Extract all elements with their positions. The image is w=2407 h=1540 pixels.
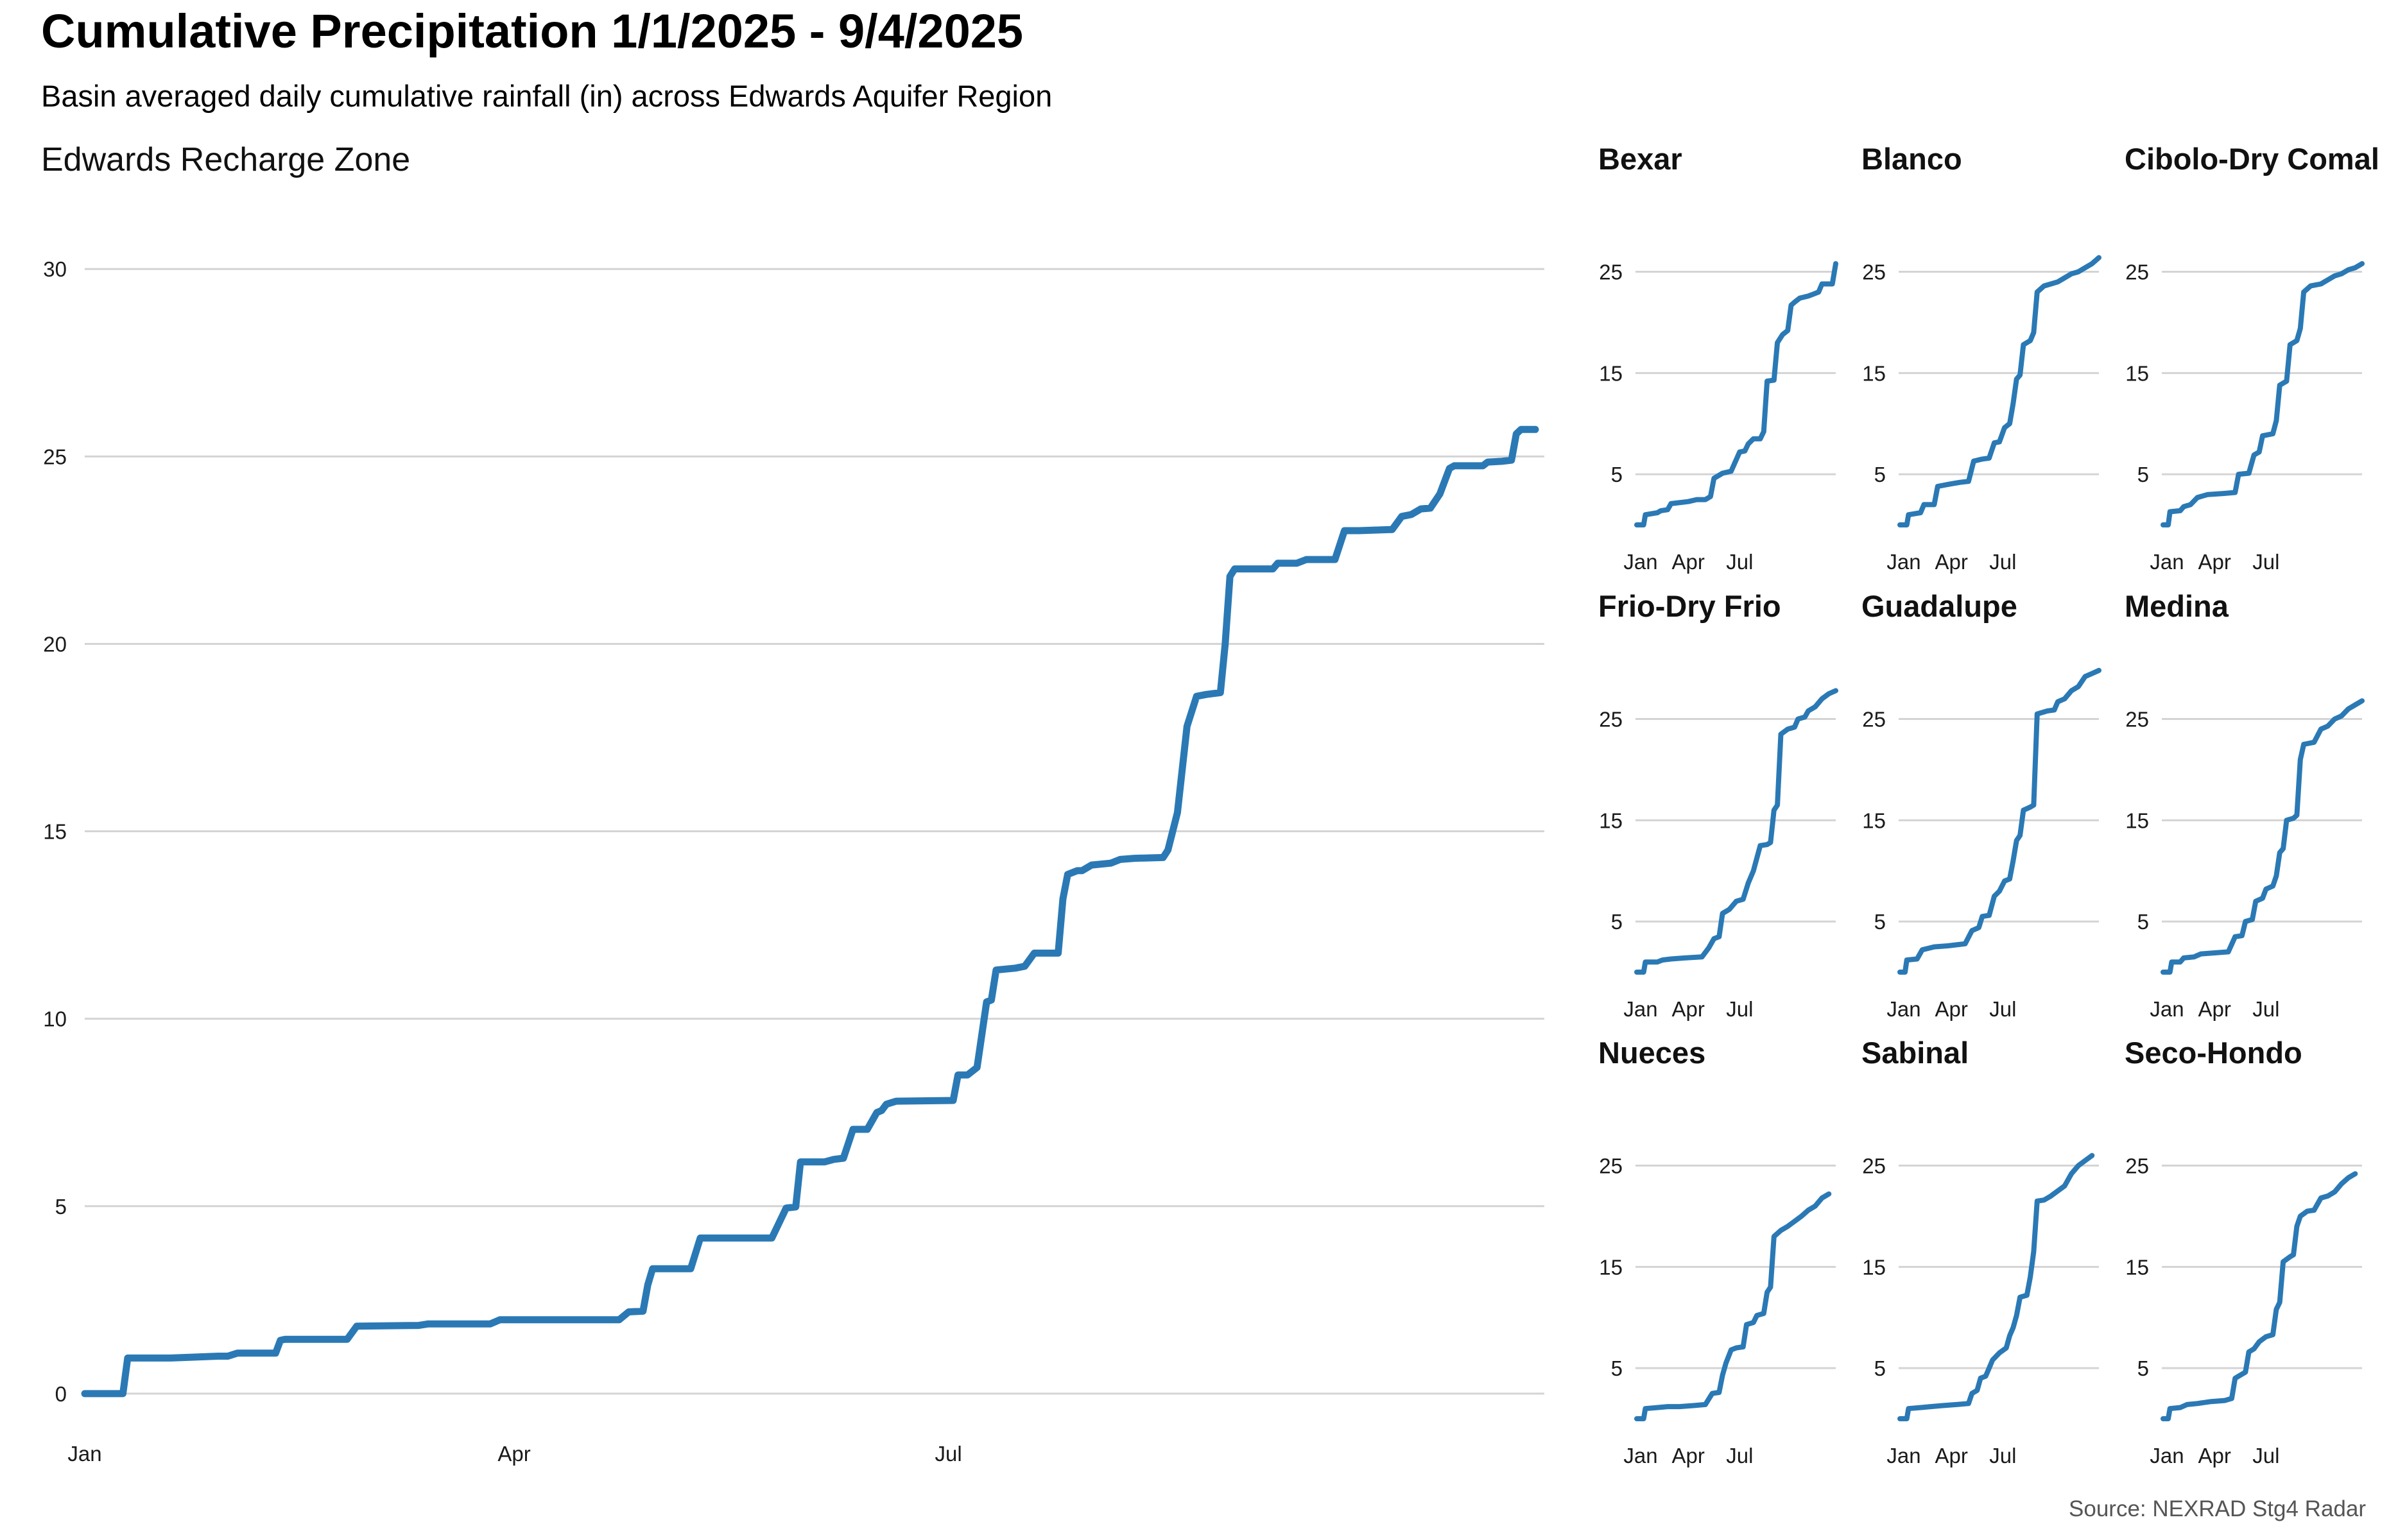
y-tick-label: 30 [43,257,67,281]
y-tick-label: 15 [2125,361,2149,385]
panel-title: Guadalupe [1861,589,2017,623]
x-tick-label: Jan [2150,997,2184,1021]
x-tick-label: Apr [2198,997,2230,1021]
panel-title: Nueces [1598,1036,1705,1070]
x-tick-label: Apr [1671,550,1704,574]
y-tick-label: 25 [1599,261,1623,284]
y-tick-label: 25 [2125,261,2149,284]
y-tick-label: 25 [1862,708,1886,732]
series-line [1634,261,1838,527]
y-tick-label: 10 [43,1007,67,1031]
x-tick-label: Jul [1989,1444,2016,1467]
y-tick-label: 25 [2125,1154,2149,1178]
x-tick-label: Jul [2252,1444,2279,1467]
y-tick-label: 0 [55,1382,67,1406]
x-tick-label: Jul [935,1442,962,1466]
panel-title: Medina [2125,589,2229,623]
x-tick-label: Jul [1989,997,2016,1021]
x-tick-label: Jul [1726,1444,1753,1467]
panel-medina: Medina 5 15 25 Jan Apr Jul [2125,589,2365,1021]
panel-title: Bexar [1598,142,1682,176]
y-tick-label: 25 [1862,261,1886,284]
panel-sabinal: Sabinal 5 15 25 Jan Apr Jul [1861,1036,2099,1467]
x-tick-label: Jan [1623,997,1657,1021]
x-tick-label: Apr [497,1442,530,1466]
y-tick-label: 15 [1862,1255,1886,1279]
x-tick-label: Jul [1989,550,2016,574]
x-tick-label: Jul [1726,550,1753,574]
series-line [2161,1171,2358,1421]
y-tick-label: 25 [43,445,67,468]
y-tick-label: 20 [43,632,67,656]
y-tick-label: 25 [1862,1154,1886,1178]
panel-seco-hondo: Seco-Hondo 5 15 25 Jan Apr Jul [2125,1036,2362,1467]
y-tick-label: 15 [1599,809,1623,832]
y-tick-label: 15 [1599,361,1623,385]
y-tick-label: 5 [2137,1356,2149,1380]
x-tick-label: Jan [1886,1444,1920,1467]
main-panel: Edwards Recharge Zone 0 5 10 15 20 25 30 Jan Apr J… [41,141,1544,1466]
series-line [1634,688,1838,975]
panel-title: Sabinal [1861,1036,1969,1070]
x-tick-label: Jan [1623,1444,1657,1467]
y-tick-label: 25 [2125,708,2149,732]
y-tick-label: 15 [1599,1255,1623,1279]
y-tick-label: 15 [2125,809,2149,832]
x-tick-label: Apr [2198,1444,2230,1467]
panel-blanco: Blanco 5 15 25 Jan Apr Jul [1861,142,2101,574]
y-tick-label: 5 [55,1195,67,1219]
panel-title: Seco-Hondo [2125,1036,2302,1070]
series-line [1897,255,2101,527]
panel-frio-dry-frio: Frio-Dry Frio 5 15 25 Jan Apr Jul [1598,589,1838,1021]
y-tick-label: 15 [2125,1255,2149,1279]
y-tick-label: 5 [1611,463,1623,486]
x-tick-label: Apr [1671,997,1704,1021]
y-tick-label: 25 [1599,1154,1623,1178]
panel-bexar: Bexar 5 15 25 Jan Apr Jul [1598,142,1838,574]
y-tick-label: 25 [1599,708,1623,732]
y-tick-label: 15 [43,820,67,844]
source-caption: Source: NEXRAD Stg4 Radar [2069,1496,2366,1521]
chart-title: Cumulative Precipitation 1/1/2025 - 9/4/… [41,4,1024,58]
series-line [2161,698,2365,975]
x-tick-label: Jan [1623,550,1657,574]
panel-title: Frio-Dry Frio [1598,589,1781,623]
x-tick-label: Jan [2150,1444,2184,1467]
series-line [2161,261,2365,527]
panel-cibolo-dry-comal: Cibolo-Dry Comal 5 15 25 Jan Apr Jul [2125,142,2379,574]
y-tick-label: 5 [1611,1356,1623,1380]
panel-title: Blanco [1861,142,1962,176]
x-tick-label: Jul [1726,997,1753,1021]
panel-title: Cibolo-Dry Comal [2125,142,2379,176]
series-line [1897,667,2101,975]
series-line [1897,1152,2095,1421]
x-tick-label: Jan [1886,997,1920,1021]
y-tick-label: 5 [1874,910,1886,934]
x-tick-label: Jul [2252,550,2279,574]
y-tick-label: 5 [2137,463,2149,486]
x-tick-label: Jan [2150,550,2184,574]
x-tick-label: Jul [2252,997,2279,1021]
panel-nueces: Nueces 5 15 25 Jan Apr Jul [1598,1036,1836,1467]
chart-subtitle: Basin averaged daily cumulative rainfall… [41,79,1053,113]
x-tick-label: Apr [1935,997,1967,1021]
y-tick-label: 15 [1862,361,1886,385]
x-tick-label: Jan [1886,550,1920,574]
panel-title: Edwards Recharge Zone [41,141,410,178]
series-line [1634,1191,1832,1421]
y-tick-label: 5 [1874,463,1886,486]
y-tick-label: 15 [1862,809,1886,832]
x-tick-label: Apr [1935,550,1967,574]
x-tick-label: Jan [67,1442,101,1466]
x-tick-label: Apr [1671,1444,1704,1467]
series-line [81,425,1539,1398]
y-tick-label: 5 [1874,1356,1886,1380]
y-tick-label: 5 [1611,910,1623,934]
y-tick-label: 5 [2137,910,2149,934]
panel-guadalupe: Guadalupe 5 15 25 Jan Apr Jul [1861,589,2101,1021]
x-tick-label: Apr [1935,1444,1967,1467]
x-tick-label: Apr [2198,550,2230,574]
